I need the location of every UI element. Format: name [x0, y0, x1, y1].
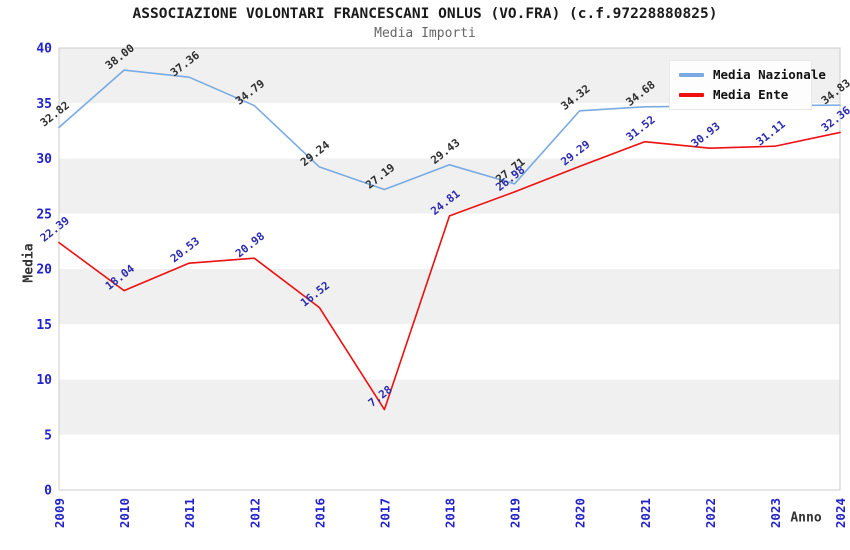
svg-text:2016: 2016: [312, 498, 327, 528]
svg-text:40: 40: [36, 42, 52, 57]
legend-label: Media Ente: [713, 87, 789, 102]
svg-text:2023: 2023: [768, 498, 783, 528]
svg-text:2021: 2021: [638, 498, 653, 528]
svg-text:15: 15: [36, 318, 52, 333]
svg-text:2020: 2020: [573, 498, 588, 528]
svg-text:35: 35: [36, 97, 52, 112]
x-axis-title: Anno: [790, 510, 822, 526]
legend-label: Media Nazionale: [713, 67, 826, 82]
svg-text:2022: 2022: [703, 498, 718, 528]
svg-text:10: 10: [36, 373, 52, 388]
chart-title: ASSOCIAZIONE VOLONTARI FRANCESCANI ONLUS…: [132, 6, 718, 22]
legend-line-icon: [679, 73, 704, 77]
svg-text:2009: 2009: [52, 498, 67, 528]
svg-text:20: 20: [36, 263, 52, 278]
svg-text:30: 30: [36, 152, 52, 167]
svg-text:0: 0: [44, 484, 52, 499]
svg-text:5: 5: [44, 428, 52, 443]
svg-text:2012: 2012: [247, 498, 262, 528]
svg-text:2019: 2019: [508, 498, 523, 528]
svg-text:25: 25: [36, 207, 52, 222]
chart-subtitle: Media Importi: [374, 26, 476, 41]
legend-item-media-nazionale: Media Nazionale: [679, 67, 826, 83]
legend: Media Nazionale Media Ente: [669, 60, 826, 110]
svg-text:2010: 2010: [117, 498, 132, 528]
svg-text:2024: 2024: [833, 498, 848, 528]
svg-text:2018: 2018: [443, 498, 458, 528]
svg-text:2017: 2017: [377, 498, 392, 528]
y-axis-title: Media: [21, 243, 37, 283]
svg-text:2011: 2011: [182, 498, 197, 528]
legend-item-media-ente: Media Ente: [679, 87, 802, 103]
legend-line-icon: [679, 93, 704, 97]
